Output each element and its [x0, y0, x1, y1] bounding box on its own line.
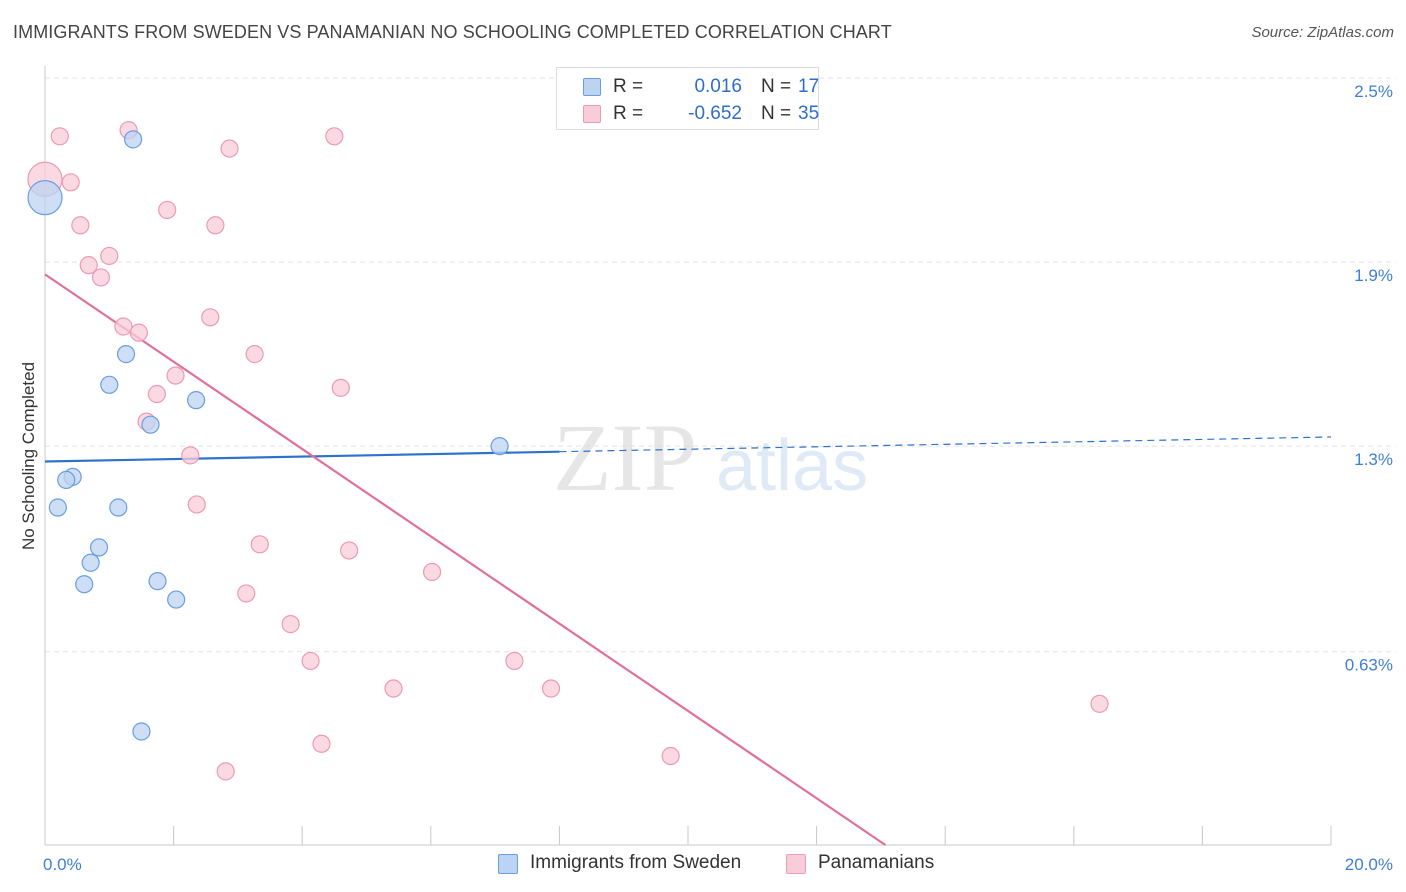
sweden-point[interactable]: [123, 130, 143, 149]
panamanians-point[interactable]: [340, 541, 359, 560]
grid-lines: [45, 77, 1396, 653]
sweden-point[interactable]: [141, 415, 160, 434]
source-label: Source: ZipAtlas.com: [1251, 24, 1394, 41]
sweden-point[interactable]: [187, 391, 206, 410]
r-value: -0.652: [688, 103, 742, 124]
y-tick-label: 1.3%: [1354, 450, 1393, 469]
panamanians-point[interactable]: [181, 446, 200, 465]
panamanians-trend-line: [44, 273, 887, 846]
sweden-point[interactable]: [100, 375, 119, 394]
data-points: [27, 121, 1109, 781]
panamanians-point[interactable]: [100, 246, 119, 266]
panamanians-point[interactable]: [91, 268, 111, 287]
panamanians-point[interactable]: [331, 378, 350, 397]
panamanians-point[interactable]: [71, 216, 90, 235]
x-tick-label: 20.0%: [1345, 855, 1393, 874]
watermark-atlas: atlas: [716, 426, 868, 506]
series-legend: Immigrants from Sweden Panamanians: [0, 851, 1406, 881]
chart-title: IMMIGRANTS FROM SWEDEN VS PANAMANIAN NO …: [13, 22, 892, 42]
sweden-trend-extension: [559, 436, 1332, 453]
legend-label: Immigrants from Sweden: [530, 852, 742, 873]
sweden-point[interactable]: [48, 498, 67, 517]
x-tick-label: 0.0%: [43, 855, 82, 874]
tick-labels: 0.63% 1.3% 1.9% 2.5% 0.0% 20.0%: [43, 82, 1393, 874]
r-label: R =: [613, 103, 644, 124]
r-label: R =: [613, 76, 644, 97]
sweden-point[interactable]: [89, 538, 109, 557]
panamanians-point[interactable]: [79, 256, 98, 275]
panamanians-point[interactable]: [61, 173, 80, 192]
panamanians-point[interactable]: [237, 584, 256, 603]
panamanians-point[interactable]: [281, 615, 300, 634]
panamanians-point[interactable]: [129, 323, 148, 342]
panamanians-point[interactable]: [1090, 694, 1109, 713]
panamanians-point[interactable]: [422, 562, 442, 582]
panamanians-point[interactable]: [114, 317, 133, 336]
sweden-point[interactable]: [132, 722, 151, 741]
sweden-point[interactable]: [167, 590, 186, 609]
n-value: 35: [798, 103, 820, 124]
sweden-point[interactable]: [27, 180, 63, 216]
correlation-legend: R = 0.016 N = 17 R = -0.652 N = 35: [556, 67, 819, 130]
panamanians-point[interactable]: [505, 651, 524, 671]
panamanians-point[interactable]: [158, 200, 177, 220]
panamanians-point[interactable]: [50, 127, 69, 146]
panamanians-point[interactable]: [301, 651, 320, 671]
y-tick-label: 2.5%: [1354, 82, 1393, 101]
panamanians-point[interactable]: [250, 535, 269, 554]
n-label: N =: [761, 103, 792, 124]
panamanians-swatch: [786, 854, 806, 874]
panamanians-point[interactable]: [206, 216, 225, 235]
panamanians-point[interactable]: [147, 384, 166, 404]
trend-lines: [44, 273, 1332, 846]
panamanians-point[interactable]: [216, 762, 235, 781]
watermark-zip: ZIP: [553, 404, 697, 511]
legend-label: Panamanians: [818, 852, 935, 873]
sweden-point[interactable]: [109, 498, 128, 517]
panamanians-point[interactable]: [661, 746, 680, 766]
y-tick-label: 1.9%: [1354, 266, 1393, 285]
panamanians-point[interactable]: [541, 679, 561, 698]
sweden-point[interactable]: [81, 553, 100, 572]
sweden-swatch: [583, 78, 601, 96]
sweden-point[interactable]: [490, 437, 509, 456]
panamanians-swatch: [583, 105, 601, 123]
panamanians-point[interactable]: [325, 127, 344, 146]
panamanians-point[interactable]: [201, 308, 220, 327]
sweden-point[interactable]: [148, 572, 167, 591]
n-value: 17: [798, 76, 820, 97]
y-tick-label: 0.63%: [1345, 656, 1393, 675]
y-axis-label: No Schooling Completed: [19, 362, 38, 550]
axes: [44, 66, 1332, 846]
sweden-point[interactable]: [75, 575, 94, 594]
watermark: ZIP atlas: [553, 404, 868, 511]
panamanians-point[interactable]: [245, 345, 264, 364]
n-label: N =: [761, 76, 792, 97]
panamanians-point[interactable]: [312, 734, 331, 753]
panamanians-point[interactable]: [384, 679, 403, 698]
sweden-trend-line: [44, 450, 560, 463]
sweden-point[interactable]: [57, 470, 76, 490]
panamanians-point[interactable]: [187, 495, 206, 514]
panamanians-point[interactable]: [220, 139, 239, 158]
sweden-swatch: [498, 854, 518, 874]
panamanians-point[interactable]: [166, 366, 185, 385]
sweden-point[interactable]: [116, 345, 136, 364]
r-value: 0.016: [694, 76, 742, 97]
